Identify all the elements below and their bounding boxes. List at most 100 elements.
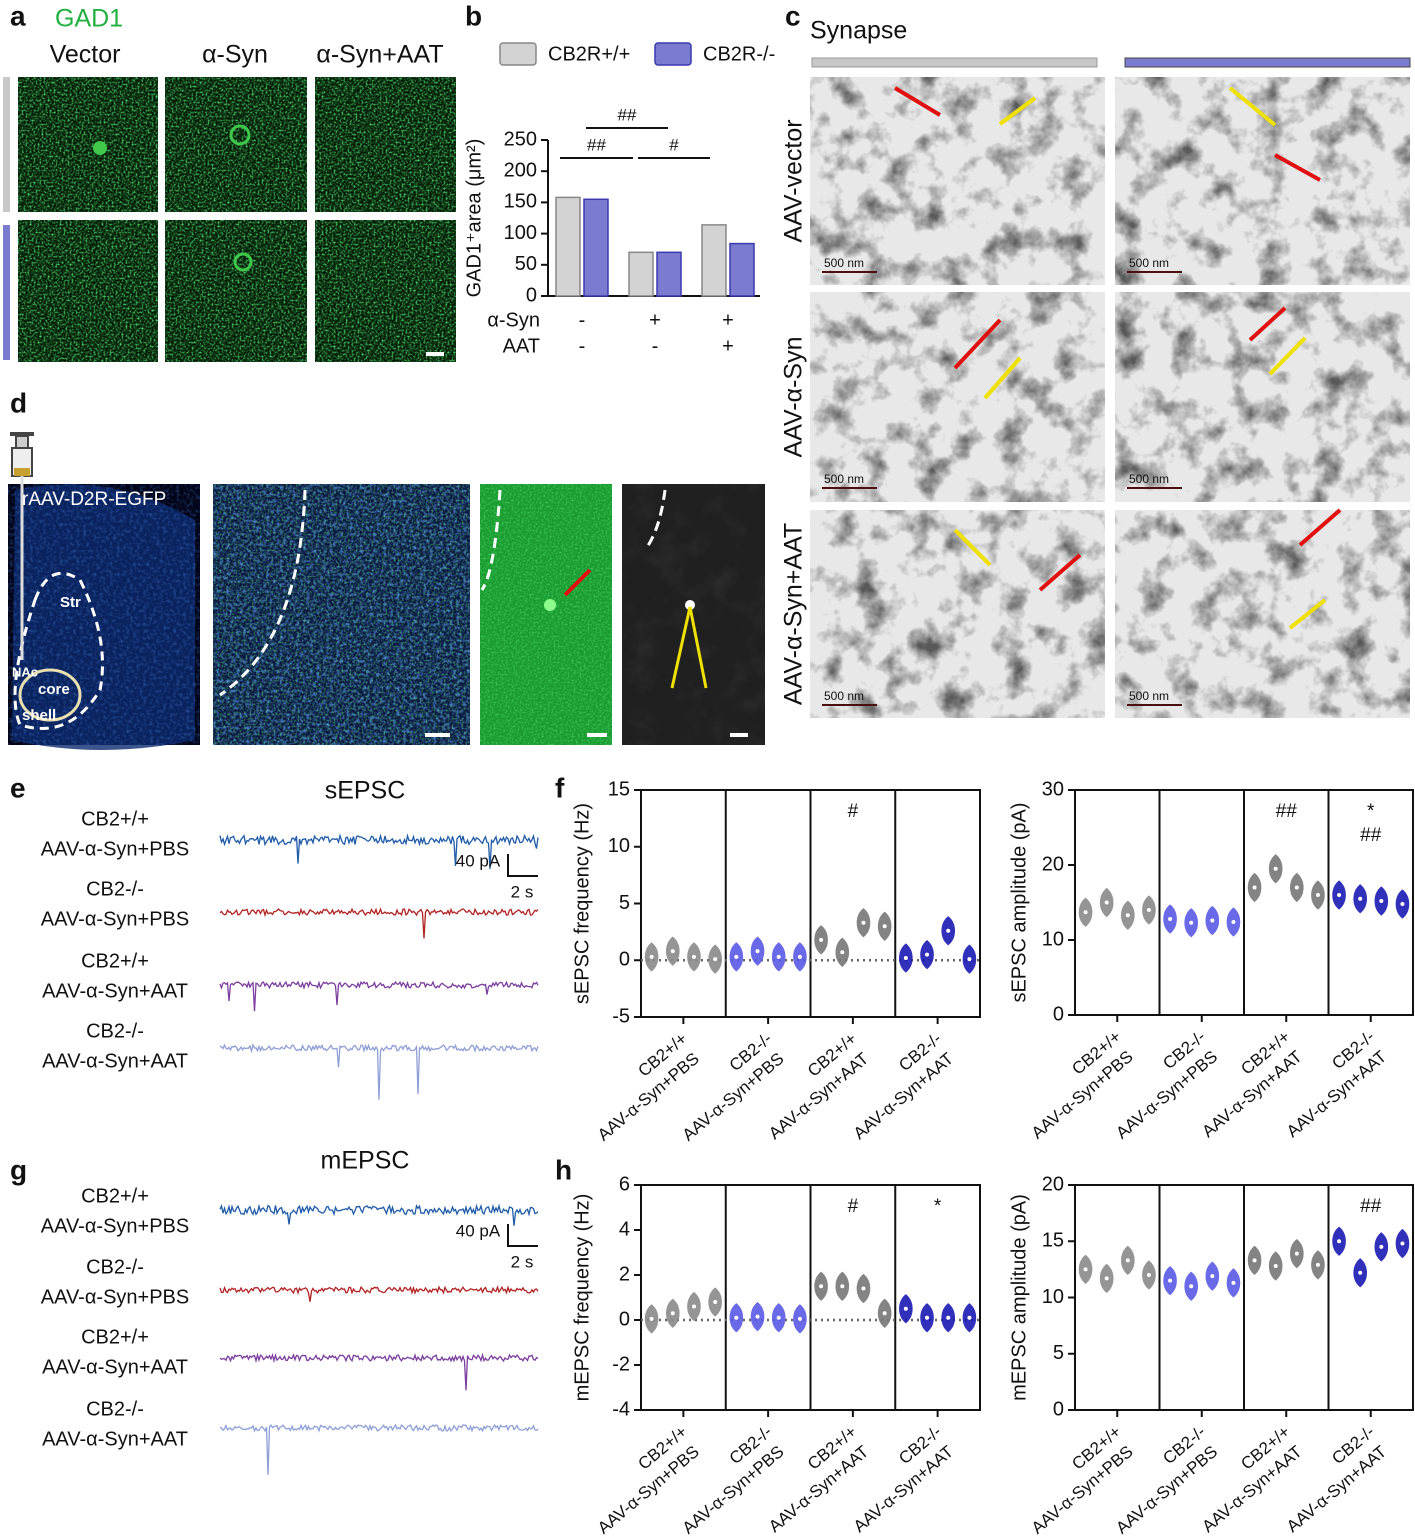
bar: [555, 196, 581, 297]
median-dot: [819, 937, 824, 942]
y-tick-label: 20: [1042, 853, 1064, 875]
median-dot: [840, 950, 845, 955]
panel-label: b: [465, 0, 482, 31]
bar: [656, 251, 682, 297]
significance-label: ##: [1360, 825, 1382, 846]
trace-treatment: AAV-α-Syn+PBS: [41, 908, 189, 930]
trace: [219, 833, 539, 869]
median-dot: [1337, 893, 1342, 897]
median-dot: [713, 957, 718, 962]
median-dot: [946, 1315, 951, 1320]
panel-label: d: [10, 387, 27, 418]
group-bar: [1124, 57, 1411, 68]
median-dot: [946, 928, 951, 933]
median-dot: [1125, 913, 1130, 918]
region-label: shell: [22, 707, 56, 724]
median-dot: [819, 1284, 824, 1289]
trace-treatment: AAV-α-Syn+AAT: [42, 1050, 188, 1072]
y-tick-label: 30: [1042, 778, 1064, 800]
median-dot: [734, 1315, 739, 1320]
significance-label: *: [934, 1196, 942, 1217]
y-tick-label: 250: [504, 128, 537, 150]
median-dot: [1379, 1244, 1384, 1249]
median-dot: [649, 1316, 654, 1321]
trace: [219, 1285, 539, 1302]
median-dot: [882, 924, 887, 929]
panel-label: h: [555, 1154, 572, 1185]
median-dot: [1231, 920, 1236, 924]
y-tick-label: 5: [1053, 1342, 1064, 1364]
micrographs-a: [18, 77, 456, 362]
panel-label: a: [10, 0, 26, 31]
row-sign: +: [722, 309, 734, 331]
trace: [219, 1043, 539, 1100]
panel-title: Synapse: [810, 17, 907, 45]
scale-label: 500 nm: [1129, 472, 1169, 486]
median-dot: [1210, 1274, 1215, 1279]
significance-label: #: [848, 801, 859, 822]
scale-label: 500 nm: [824, 472, 864, 486]
panel-title: mEPSC: [321, 1147, 410, 1175]
bar: [729, 242, 755, 297]
median-dot: [1337, 1239, 1342, 1244]
em-images: [810, 77, 1410, 718]
median-dot: [797, 1316, 802, 1321]
trace-genotype: CB2-/-: [86, 1398, 144, 1420]
median-dot: [1400, 1241, 1405, 1246]
median-dot: [861, 1286, 866, 1291]
row-sign: -: [579, 309, 586, 331]
y-axis-label: mEPSC amplitude (pA): [1008, 1194, 1030, 1401]
scale-label: 500 nm: [1129, 256, 1169, 270]
median-dot: [1273, 1264, 1278, 1268]
trace: [219, 1203, 539, 1226]
stain-label: GAD1: [55, 5, 123, 33]
y-tick-label: 4: [619, 1218, 630, 1240]
significance-label: #: [669, 135, 679, 154]
median-dot: [903, 1306, 908, 1311]
y-tick-label: -4: [612, 1398, 630, 1420]
bar: [628, 251, 654, 297]
median-dot: [1231, 1280, 1236, 1285]
scale-label: 500 nm: [824, 689, 864, 703]
region-label: NAc: [12, 664, 38, 679]
y-tick-label: 10: [1042, 1286, 1064, 1308]
panel-label: g: [10, 1154, 27, 1185]
group-bar: [3, 225, 10, 360]
median-dot: [967, 957, 972, 962]
column-label: Vector: [50, 41, 121, 69]
scale-label: 500 nm: [1129, 689, 1169, 703]
trace-genotype: CB2-/-: [86, 878, 144, 900]
y-tick-label: 100: [504, 222, 537, 244]
median-dot: [1168, 917, 1173, 921]
row-label: AAT: [503, 335, 540, 357]
trace-genotype: CB2+/+: [81, 808, 149, 830]
row-label: AAV-α-Syn: [780, 337, 808, 458]
median-dot: [1252, 1258, 1257, 1263]
y-tick-label: 5: [619, 892, 630, 914]
median-dot: [1294, 1251, 1299, 1256]
median-dot: [691, 1304, 696, 1309]
y-tick-label: 2: [619, 1263, 630, 1285]
group-bar: [811, 57, 1098, 68]
row-sign: -: [579, 335, 586, 357]
significance-label: ##: [587, 135, 606, 154]
row-sign: -: [652, 335, 659, 357]
significance-label: ##: [618, 105, 637, 124]
y-tick-label: 6: [619, 1173, 630, 1195]
median-dot: [1104, 900, 1109, 905]
scale-time: 2 s: [511, 882, 534, 901]
legend-label: CB2R-/-: [703, 43, 775, 65]
median-dot: [1083, 910, 1088, 915]
median-dot: [1252, 885, 1257, 890]
column-label: α-Syn: [202, 41, 268, 69]
median-dot: [670, 1311, 675, 1316]
panel-label: f: [555, 772, 565, 803]
text-layer: a b c d e f g h GAD1 Vector α-Syn α-Syn+…: [10, 0, 1169, 1185]
scale-time: 2 s: [511, 1252, 534, 1271]
median-dot: [755, 949, 760, 954]
y-tick-label: 15: [608, 778, 630, 800]
legend-swatch: [499, 42, 537, 66]
median-dot: [670, 949, 675, 954]
y-tick-label: 0: [619, 949, 630, 971]
